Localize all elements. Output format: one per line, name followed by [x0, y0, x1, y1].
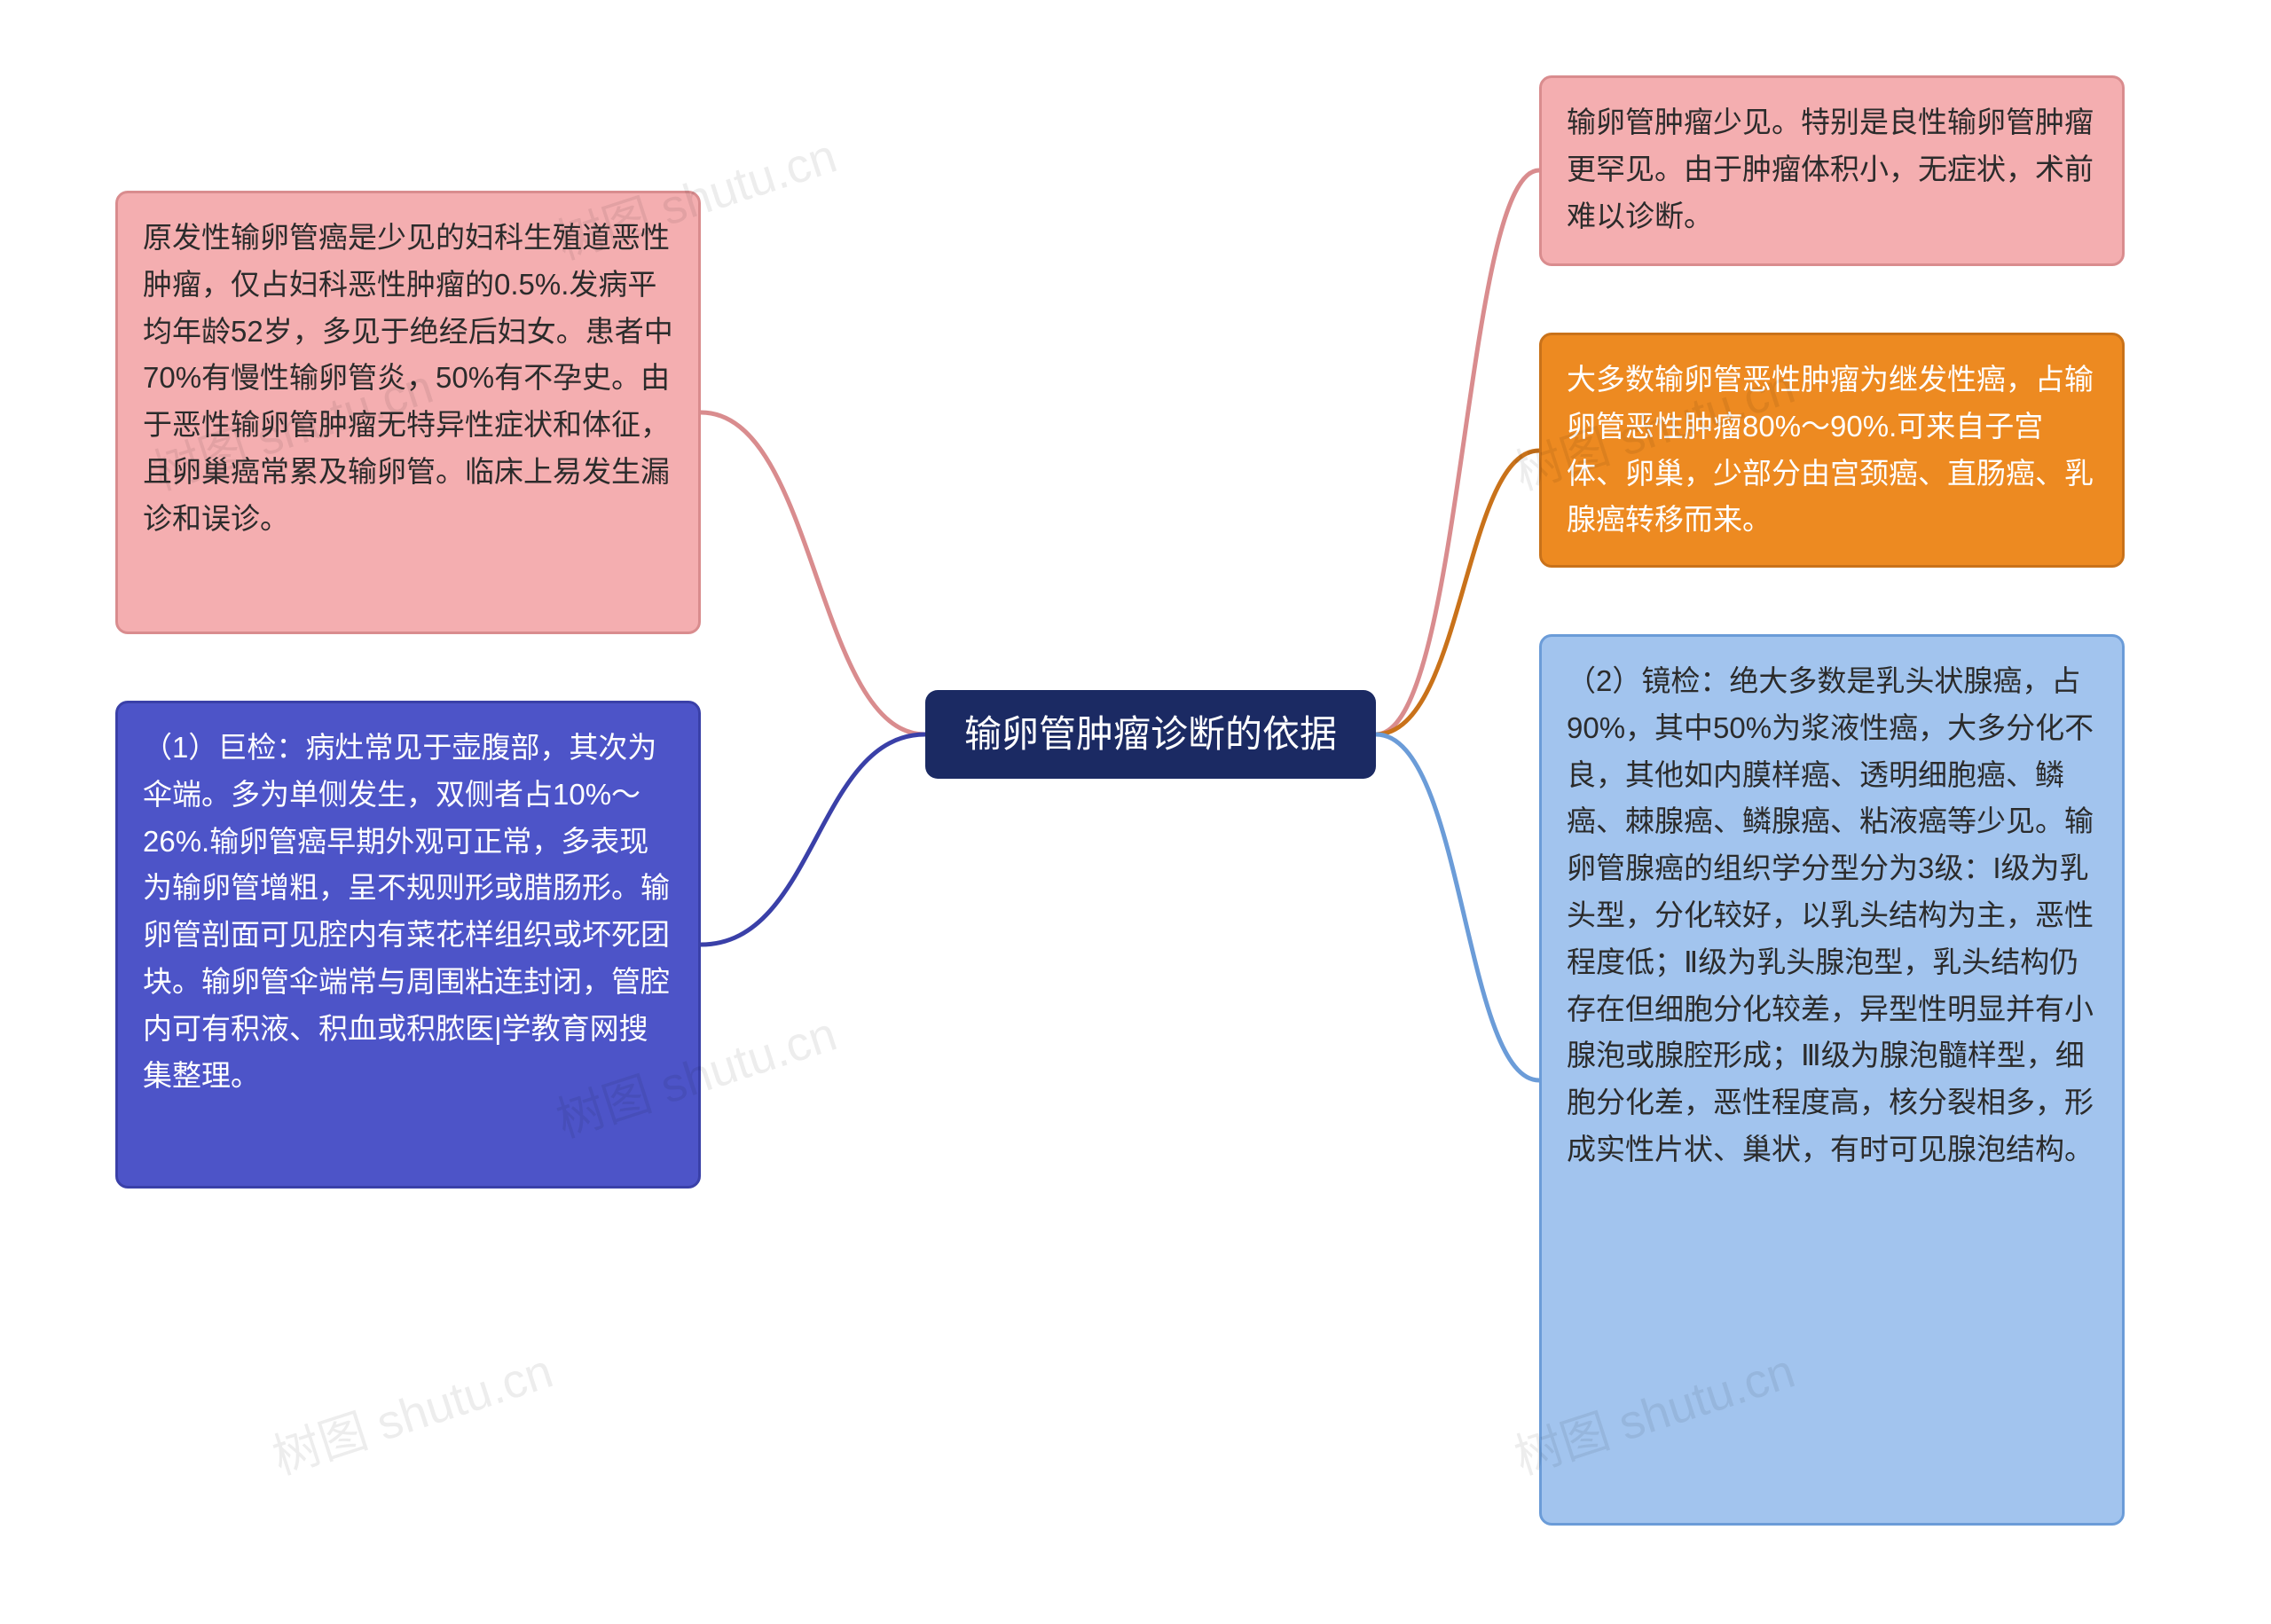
center-title: 输卵管肿瘤诊断的依据: [964, 704, 1337, 764]
right-node-0-text: 输卵管肿瘤少见。特别是良性输卵管肿瘤更罕见。由于肿瘤体积小，无症状，术前难以诊断…: [1567, 106, 2094, 232]
left-node-1: （1）巨检：病灶常见于壶腹部，其次为伞端。多为单侧发生，双侧者占10%～26%.…: [115, 701, 701, 1189]
right-node-2: （2）镜检：绝大多数是乳头状腺癌，占90%，其中50%为浆液性癌，大多分化不良，…: [1539, 634, 2125, 1526]
left-node-1-text: （1）巨检：病灶常见于壶腹部，其次为伞端。多为单侧发生，双侧者占10%～26%.…: [143, 731, 670, 1092]
watermark: 树图 shutu.cn: [263, 1331, 561, 1487]
right-node-0: 输卵管肿瘤少见。特别是良性输卵管肿瘤更罕见。由于肿瘤体积小，无症状，术前难以诊断…: [1539, 75, 2125, 266]
left-node-0: 原发性输卵管癌是少见的妇科生殖道恶性肿瘤，仅占妇科恶性肿瘤的0.5%.发病平均年…: [115, 191, 701, 634]
right-node-2-text: （2）镜检：绝大多数是乳头状腺癌，占90%，其中50%为浆液性癌，大多分化不良，…: [1567, 664, 2094, 1165]
right-node-1-text: 大多数输卵管恶性肿瘤为继发性癌，占输卵管恶性肿瘤80%～90%.可来自子宫体、卵…: [1567, 363, 2094, 536]
right-node-1: 大多数输卵管恶性肿瘤为继发性癌，占输卵管恶性肿瘤80%～90%.可来自子宫体、卵…: [1539, 333, 2125, 568]
left-node-0-text: 原发性输卵管癌是少见的妇科生殖道恶性肿瘤，仅占妇科恶性肿瘤的0.5%.发病平均年…: [143, 221, 673, 535]
center-node: 输卵管肿瘤诊断的依据: [925, 690, 1376, 779]
